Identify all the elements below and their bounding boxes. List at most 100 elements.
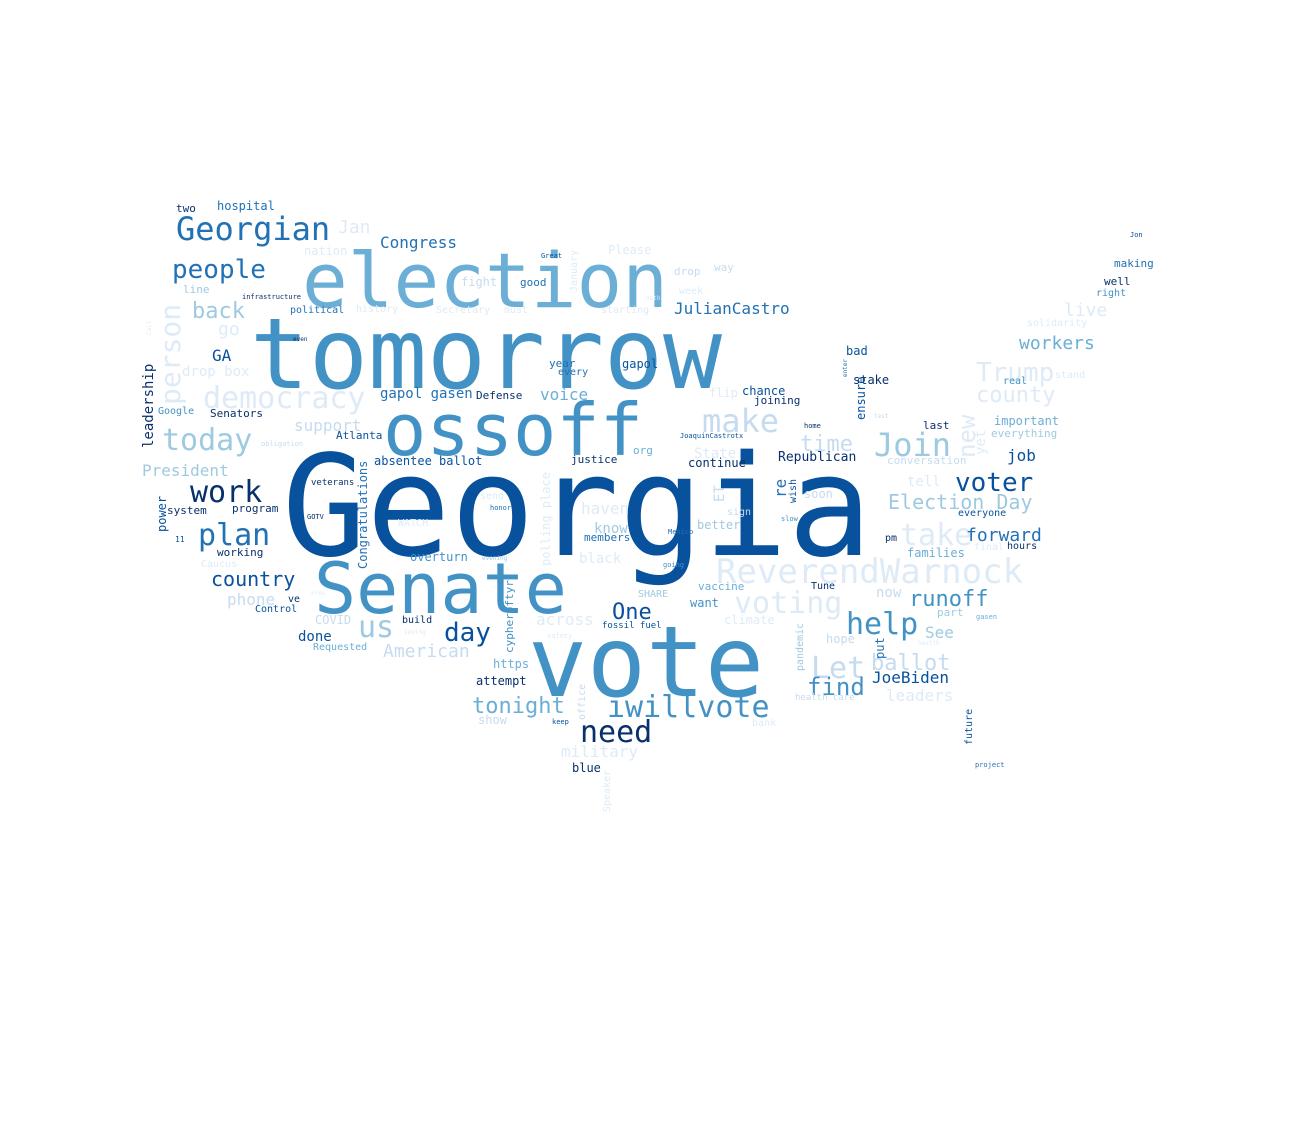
word-vote: vote [528, 606, 764, 720]
word-county: county [976, 383, 1055, 408]
word-everything: everything [991, 427, 1057, 440]
word-let: Let [811, 651, 865, 686]
word-us: us [358, 610, 394, 645]
word-caucus: Caucus [201, 559, 237, 570]
word-flip: flip [709, 386, 738, 400]
word-honor: honor [490, 504, 511, 512]
word-google: Google [158, 406, 194, 417]
word-bad: bad [846, 344, 868, 358]
word-vaccine: vaccine [698, 580, 744, 593]
word-et: ET [712, 485, 728, 502]
word-election: election [302, 236, 668, 325]
word-political: political [290, 305, 344, 316]
word-plan: plan [198, 518, 270, 553]
word-tonight: tonight [472, 694, 565, 719]
word-support: support [294, 416, 361, 435]
word-president: President [142, 461, 229, 480]
word-today: today [162, 423, 252, 458]
word-democracy: democracy [203, 381, 366, 416]
word-election-day: Election Day [888, 490, 1033, 514]
word-cypheroftyr: cypheroftyr [503, 580, 516, 653]
word-secretary: Secretary [436, 305, 490, 316]
word-line: line [183, 283, 210, 296]
word-tune: Tune [811, 581, 835, 592]
word-better: better [697, 518, 740, 532]
word-iwillvote: iwillvote [607, 690, 770, 725]
word-making: making [1114, 257, 1154, 270]
word-juliancastro: JulianCastro [674, 299, 790, 318]
word-yet: yet [973, 430, 989, 455]
word-soon: soon [804, 487, 833, 501]
word-covid: COVID [315, 613, 351, 627]
word-runoff: runoff [909, 587, 988, 612]
word-last: last [923, 419, 950, 432]
word-absentee-ballot: absentee ballot [374, 454, 482, 468]
word-build: build [402, 615, 432, 626]
word-program: program [232, 502, 279, 515]
word-defense: Defense [476, 389, 522, 402]
word-drop: drop [674, 265, 701, 278]
word-new: new [953, 414, 981, 458]
word-requested: Requested [313, 642, 367, 653]
word-job: job [1007, 446, 1036, 465]
word-back: back [192, 299, 245, 324]
word-joining: joining [754, 394, 800, 407]
word-pm: pm [885, 533, 897, 544]
word-going: going [663, 561, 684, 569]
word-senate: Senate [314, 548, 567, 630]
word-chance: chance [742, 384, 785, 398]
word-joebiden: JoeBiden [872, 668, 949, 687]
word-sign: sign [727, 507, 751, 518]
word-make: make [702, 402, 779, 440]
word-send: send [480, 491, 504, 502]
word-jan: Jan [338, 217, 371, 238]
word-georgian: Georgian [176, 210, 330, 248]
word-part: part [937, 606, 964, 619]
word-ve: ve [288, 594, 300, 605]
word-haven: haven [581, 499, 629, 518]
word-work: work [190, 475, 262, 510]
word-gapol: gapol [622, 357, 658, 371]
word-workers: workers [1019, 333, 1095, 354]
word-done: done [298, 629, 332, 645]
word-ga: GA [212, 346, 232, 365]
word-history: history [356, 304, 398, 315]
word-safety: safety [547, 632, 572, 640]
word-org: org [633, 444, 653, 457]
word-must: must [504, 305, 528, 316]
word-need: need [580, 715, 652, 750]
word-leadership: leadership [141, 364, 157, 448]
word-future: future [964, 709, 975, 745]
word-go: go [218, 319, 240, 340]
word-stand: stand [1055, 370, 1085, 381]
word-climate: climate [724, 613, 775, 627]
word-people: people [172, 255, 266, 285]
word-bank: bank [752, 718, 776, 729]
word-voice: voice [540, 385, 588, 404]
word-final: final [974, 542, 1004, 553]
word-overturn: overturn [410, 550, 468, 564]
word-pandemic: pandemic [795, 623, 806, 671]
word-keep: keep [552, 718, 569, 726]
word-speaker: Speaker [602, 770, 613, 812]
word-polling-place: polling place [539, 472, 553, 566]
word-control: Control [255, 604, 297, 615]
word-starting: starting [601, 305, 649, 316]
word-now: now [876, 585, 902, 601]
word-hope: hope [826, 632, 855, 646]
word-help: help [846, 607, 918, 642]
word-military: military [561, 742, 638, 761]
word-power: power [155, 496, 169, 532]
word-everyone: everyone [958, 508, 1006, 519]
word-show: show [478, 713, 508, 727]
word-gasen: gasen [976, 613, 997, 621]
word-january: January [569, 250, 580, 292]
word-great: Great [541, 252, 562, 260]
word-seeing: seeing [404, 629, 426, 636]
word-take: take [900, 518, 972, 553]
word-health-care: health care [795, 693, 855, 703]
word-continue: continue [688, 456, 746, 470]
word-every: every [558, 367, 588, 378]
word-week: week [679, 286, 703, 297]
